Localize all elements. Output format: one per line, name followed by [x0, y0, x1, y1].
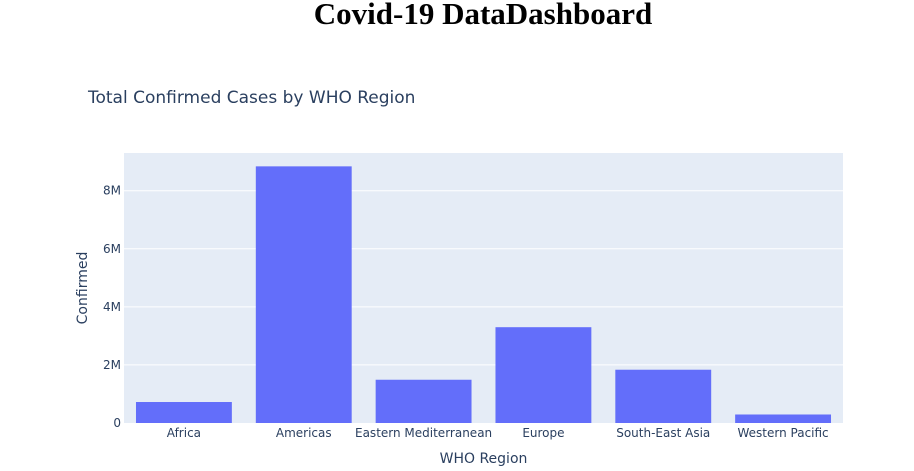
- x-axis-title: WHO Region: [440, 451, 528, 467]
- y-tick-label: 2M: [103, 358, 121, 372]
- y-axis-title: Confirmed: [75, 252, 91, 325]
- y-tick-label: 0: [113, 416, 121, 430]
- x-tick-label: Western Pacific: [737, 426, 828, 440]
- bar-western-pacific: [735, 414, 832, 423]
- chart-title: Total Confirmed Cases by WHO Region: [87, 88, 415, 108]
- bars: [135, 166, 832, 423]
- bar-europe: [495, 327, 592, 423]
- y-tick-label: 4M: [103, 300, 121, 314]
- bar-south-east-asia: [615, 369, 712, 423]
- x-axis-ticks: Africa Americas Eastern Mediterranean Europ…: [167, 426, 829, 440]
- bar-americas: [255, 166, 352, 423]
- y-axis-ticks: 0 2M 4M 6M 8M: [103, 184, 121, 430]
- x-tick-label: Africa: [167, 426, 201, 440]
- y-tick-label: 6M: [103, 242, 121, 256]
- plot-area: [124, 153, 843, 423]
- bar-eastern-mediterranean: [375, 379, 472, 423]
- y-tick-label: 8M: [103, 184, 121, 198]
- dashboard-title: Covid-19 DataDashboard: [313, 0, 653, 31]
- bar-africa: [135, 402, 232, 423]
- x-tick-label: Europe: [522, 426, 564, 440]
- x-tick-label: South-East Asia: [616, 426, 710, 440]
- gridlines: [124, 190, 843, 366]
- x-tick-label: Eastern Mediterranean: [355, 426, 492, 440]
- x-tick-label: Americas: [276, 426, 332, 440]
